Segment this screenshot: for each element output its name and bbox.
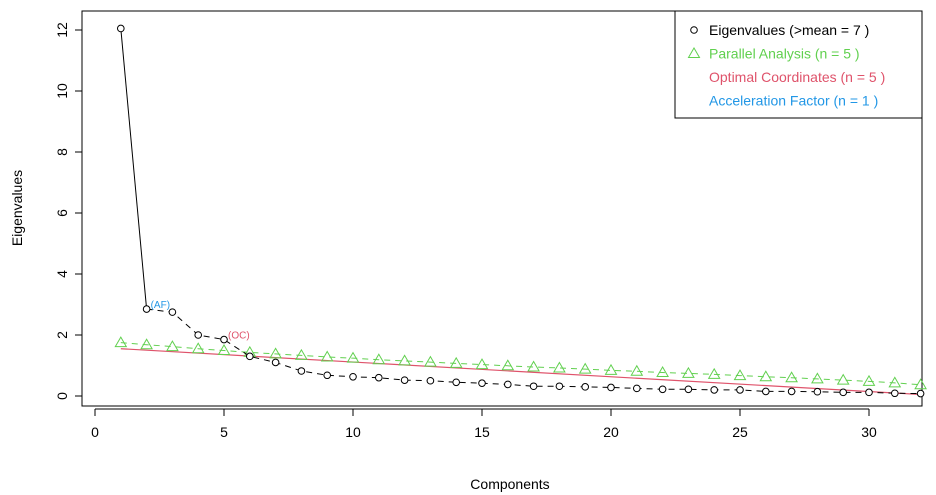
parallel-analysis-point	[346, 351, 360, 363]
x-tick-label: 0	[91, 424, 99, 440]
x-tick-label: 30	[861, 424, 877, 440]
parallel-analysis-point	[269, 347, 282, 359]
parallel-analysis-point	[733, 369, 747, 381]
parallel-analysis-point	[191, 342, 205, 354]
eigenvalue-point	[297, 367, 306, 375]
legend-label: Acceleration Factor (n = 1 )	[709, 93, 878, 109]
eigenvalue-point	[504, 380, 512, 389]
eigenvalue-point	[271, 358, 280, 367]
eigenvalue-point	[813, 387, 822, 396]
legend-label: Eigenvalues (>mean = 7 )	[709, 22, 869, 38]
x-axis-label: Components	[470, 476, 549, 492]
y-tick-label: 2	[54, 331, 70, 339]
parallel-analysis-point	[372, 353, 386, 365]
parallel-analysis-point	[914, 378, 927, 390]
eigenvalue-point	[452, 378, 461, 387]
parallel-analysis-point	[811, 372, 824, 384]
annotation-label: (AF)	[151, 300, 170, 311]
eigenvalue-point	[168, 308, 177, 316]
eigenvalue-point	[710, 386, 719, 394]
parallel-analysis-point	[759, 370, 773, 382]
x-tick-label: 25	[732, 424, 748, 440]
eigenvalue-point	[529, 382, 538, 391]
parallel-analysis-point	[604, 363, 618, 375]
parallel-analysis-point	[398, 354, 411, 366]
eigenvalue-point	[375, 373, 383, 382]
eigenvalue-point	[194, 331, 202, 339]
x-tick-label: 10	[345, 424, 361, 440]
eigenvalue-point	[658, 385, 667, 394]
annotation-layer: (AF) (OC)	[151, 300, 250, 342]
parallel-analysis-point	[656, 366, 669, 378]
eigenvalue-point	[220, 335, 228, 344]
eigenvalue-point	[142, 305, 151, 313]
legend: Eigenvalues (>mean = 7 ) Parallel Analysi…	[674, 10, 923, 119]
parallel-analysis-point	[553, 361, 566, 373]
legend-box	[674, 10, 923, 119]
annotation-label: (OC)	[228, 331, 250, 342]
series-layer	[114, 24, 927, 398]
eigenvalue-point	[117, 24, 125, 33]
eigenvalue-point	[581, 383, 590, 391]
parallel-analysis-point	[140, 338, 153, 350]
y-axis-label: Eigenvalues	[9, 170, 25, 246]
eigenvalue-point	[787, 387, 796, 396]
y-tick-label: 10	[54, 83, 70, 99]
eigenvalue-point	[916, 389, 925, 398]
eigenvalue-point	[607, 383, 615, 392]
y-tick-label: 12	[54, 22, 70, 38]
x-axis: 0 5 10 15 20 25 30	[91, 408, 877, 440]
x-tick-label: 5	[220, 424, 228, 440]
y-tick-label: 6	[54, 209, 70, 217]
parallel-analysis-line	[120, 342, 921, 386]
y-tick-label: 8	[54, 148, 70, 156]
parallel-analysis-point	[166, 340, 179, 352]
eigenvalue-point	[762, 387, 770, 396]
eigenvalue-point	[349, 372, 357, 381]
x-tick-label: 15	[474, 424, 490, 440]
y-axis: 0 2 4 6 8 10 12	[54, 22, 83, 400]
eigenvalues-line-solid	[120, 28, 148, 310]
parallel-analysis-point	[527, 360, 540, 372]
parallel-analysis-point	[114, 336, 128, 348]
eigenvalue-point	[426, 376, 435, 385]
y-tick-label: 4	[54, 270, 70, 278]
optimal-coordinates-line	[120, 348, 921, 396]
parallel-analysis-point	[320, 350, 334, 362]
eigenvalue-point	[323, 371, 332, 380]
eigenvalue-point	[633, 384, 641, 393]
eigenvalue-point	[684, 385, 693, 394]
x-tick-label: 20	[603, 424, 619, 440]
parallel-analysis-point	[707, 367, 721, 379]
eigenvalue-point	[839, 388, 848, 397]
parallel-analysis-point	[424, 355, 437, 367]
eigenvalue-point	[736, 386, 744, 394]
y-tick-label: 0	[54, 392, 70, 400]
eigenvalue-point	[865, 388, 873, 397]
eigenvalue-point	[555, 382, 564, 391]
parallel-analysis-point	[888, 376, 902, 388]
legend-label: Parallel Analysis (n = 5 )	[709, 46, 860, 62]
eigenvalue-point	[400, 376, 409, 384]
parallel-analysis-point	[862, 374, 876, 386]
eigenvalue-point	[478, 379, 486, 387]
parallel-analysis-point	[295, 348, 308, 360]
parallel-analysis-point	[475, 358, 489, 370]
legend-triangle-icon	[687, 47, 701, 58]
parallel-analysis-point	[682, 366, 695, 378]
eigenvalue-point	[246, 352, 254, 361]
parallel-analysis-point	[501, 359, 515, 371]
legend-label: Optimal Coordinates (n = 5 )	[709, 69, 885, 85]
parallel-analysis-point	[217, 344, 231, 356]
parallel-analysis-point	[578, 362, 592, 374]
eigenvalue-point	[891, 389, 899, 398]
parallel-analysis-point	[785, 371, 798, 383]
parallel-analysis-point	[449, 356, 463, 368]
legend-circle-icon	[690, 26, 698, 34]
eigenvalues-line-dashed	[146, 308, 921, 395]
parallel-analysis-point	[630, 364, 644, 376]
parallel-analysis-point	[836, 373, 850, 385]
